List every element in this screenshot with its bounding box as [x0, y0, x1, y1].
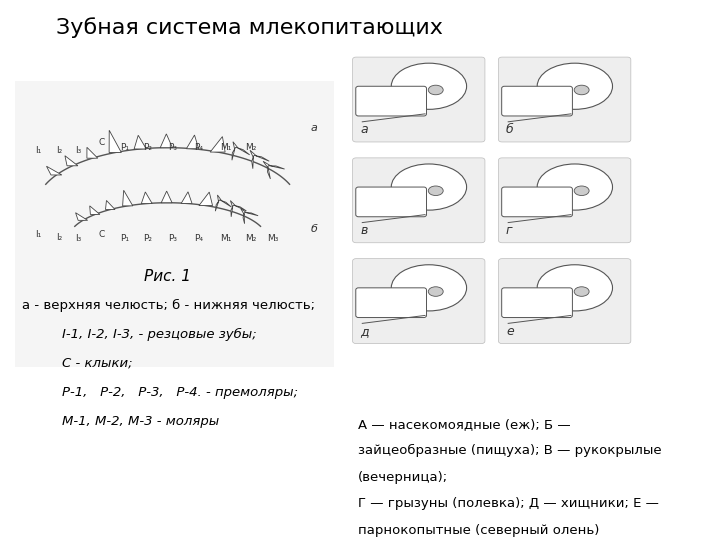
- Text: Рис. 1: Рис. 1: [144, 269, 191, 284]
- Text: P₄: P₄: [194, 234, 203, 243]
- Polygon shape: [109, 130, 122, 152]
- FancyBboxPatch shape: [356, 288, 426, 318]
- Polygon shape: [65, 156, 78, 166]
- Polygon shape: [230, 200, 246, 217]
- Text: M₁: M₁: [220, 234, 231, 243]
- Ellipse shape: [574, 287, 589, 296]
- Text: б: б: [310, 224, 317, 234]
- Text: P₁: P₁: [120, 234, 130, 243]
- Ellipse shape: [428, 85, 444, 94]
- Text: в: в: [360, 224, 367, 237]
- Text: А — насекомоядные (еж); Б —: А — насекомоядные (еж); Б —: [358, 418, 570, 431]
- FancyBboxPatch shape: [356, 187, 426, 217]
- Polygon shape: [215, 195, 231, 211]
- FancyBboxPatch shape: [498, 259, 631, 343]
- Polygon shape: [47, 166, 62, 175]
- Polygon shape: [90, 206, 100, 214]
- Polygon shape: [199, 192, 212, 206]
- Polygon shape: [161, 191, 172, 202]
- Polygon shape: [161, 134, 173, 148]
- Ellipse shape: [391, 164, 467, 210]
- Polygon shape: [240, 208, 258, 224]
- Text: C: C: [99, 138, 105, 147]
- Polygon shape: [186, 135, 199, 148]
- Polygon shape: [87, 147, 98, 158]
- Text: I₃: I₃: [75, 234, 81, 243]
- Text: Зубная система млекопитающих: Зубная система млекопитающих: [55, 17, 443, 38]
- Polygon shape: [232, 141, 250, 160]
- FancyBboxPatch shape: [353, 57, 485, 142]
- FancyBboxPatch shape: [498, 57, 631, 142]
- Text: P₂: P₂: [143, 143, 153, 152]
- Text: P₃: P₃: [168, 234, 177, 243]
- Text: I-1, I-2, I-3, - резцовые зубы;: I-1, I-2, I-3, - резцовые зубы;: [63, 328, 257, 341]
- Polygon shape: [181, 192, 192, 204]
- Text: P₁: P₁: [120, 143, 130, 152]
- Ellipse shape: [391, 63, 467, 109]
- Polygon shape: [106, 200, 115, 210]
- Text: I₂: I₂: [56, 146, 62, 154]
- Text: I₂: I₂: [56, 233, 62, 242]
- Text: P₄: P₄: [194, 143, 203, 152]
- Text: Р-1,   Р-2,   Р-3,   Р-4. - премоляры;: Р-1, Р-2, Р-3, Р-4. - премоляры;: [63, 386, 299, 399]
- Polygon shape: [122, 190, 132, 206]
- FancyBboxPatch shape: [353, 158, 485, 243]
- Text: I₁: I₁: [35, 231, 42, 239]
- FancyBboxPatch shape: [15, 81, 334, 367]
- Polygon shape: [141, 192, 152, 204]
- Ellipse shape: [537, 265, 613, 311]
- FancyBboxPatch shape: [353, 259, 485, 343]
- Text: M₁: M₁: [220, 143, 231, 152]
- Text: а: а: [310, 123, 317, 133]
- Polygon shape: [210, 137, 225, 152]
- Text: M₃: M₃: [267, 234, 279, 243]
- Text: (вечерница);: (вечерница);: [358, 471, 448, 484]
- FancyBboxPatch shape: [356, 86, 426, 116]
- Text: д: д: [360, 325, 369, 338]
- FancyBboxPatch shape: [502, 288, 572, 318]
- Text: парнокопытные (северный олень): парнокопытные (северный олень): [358, 524, 599, 537]
- Ellipse shape: [574, 85, 589, 94]
- Text: M₂: M₂: [246, 234, 257, 243]
- Ellipse shape: [428, 287, 444, 296]
- FancyBboxPatch shape: [498, 158, 631, 243]
- Polygon shape: [250, 150, 269, 168]
- Text: I₁: I₁: [35, 146, 42, 154]
- Text: P₃: P₃: [168, 143, 177, 152]
- Ellipse shape: [537, 164, 613, 210]
- Polygon shape: [76, 213, 88, 220]
- Text: Г — грызуны (полевка); Д — хищники; Е —: Г — грызуны (полевка); Д — хищники; Е —: [358, 497, 659, 510]
- Text: С - клыки;: С - клыки;: [63, 357, 133, 370]
- Ellipse shape: [537, 63, 613, 109]
- Text: C: C: [99, 230, 105, 239]
- Text: е: е: [506, 325, 513, 338]
- Ellipse shape: [428, 186, 444, 195]
- Ellipse shape: [391, 265, 467, 311]
- Text: а - верхняя челюсть; б - нижняя челюсть;: а - верхняя челюсть; б - нижняя челюсть;: [22, 299, 315, 312]
- Text: б: б: [506, 123, 513, 136]
- Text: I₃: I₃: [75, 146, 81, 154]
- Text: зайцеобразные (пищуха); В — рукокрылые: зайцеобразные (пищуха); В — рукокрылые: [358, 444, 661, 457]
- Text: г: г: [506, 224, 513, 237]
- Polygon shape: [134, 135, 146, 149]
- Polygon shape: [263, 161, 284, 179]
- Text: M₂: M₂: [246, 143, 257, 152]
- Ellipse shape: [574, 186, 589, 195]
- Text: а: а: [360, 123, 368, 136]
- FancyBboxPatch shape: [502, 86, 572, 116]
- Text: М-1, М-2, М-3 - моляры: М-1, М-2, М-3 - моляры: [63, 415, 220, 428]
- Text: P₂: P₂: [143, 234, 153, 243]
- FancyBboxPatch shape: [502, 187, 572, 217]
